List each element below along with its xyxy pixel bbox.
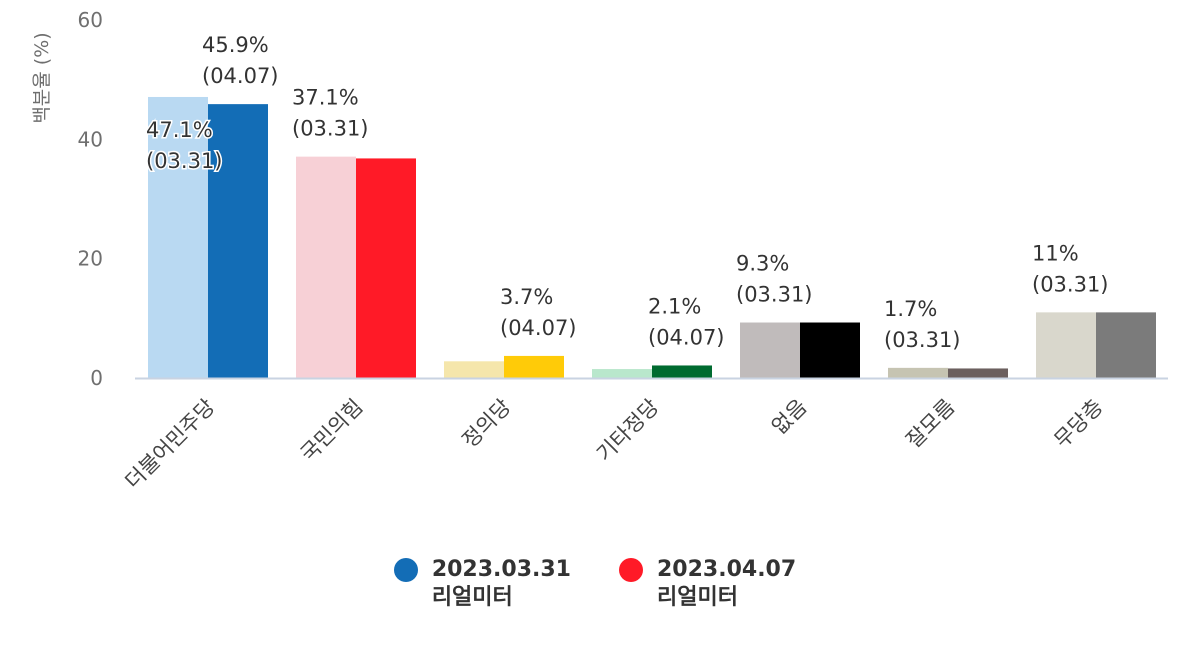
category-label: 국민의힘 <box>296 395 368 467</box>
bar-1-2 <box>296 156 356 378</box>
bar-1-3 <box>444 361 504 378</box>
bar-2-1 <box>208 104 268 378</box>
legend-source-1: 리얼미터 <box>431 585 513 610</box>
legend: 2023.03.31 리얼미터 2023.04.07 리얼미터 <box>0 556 1190 612</box>
data-label: 3.7% (04.07) <box>500 285 577 340</box>
bar-1-6 <box>888 367 948 378</box>
legend-date-1: 2023.03.31 <box>431 557 571 582</box>
category-label: 없음 <box>767 395 811 439</box>
legend-item-2[interactable]: 2023.04.07 리얼미터 <box>619 556 796 612</box>
bar-2-3 <box>504 355 564 378</box>
y-tick-label: 20 <box>78 247 103 271</box>
bar-2-5 <box>800 322 860 378</box>
data-label: 47.1% (03.31) <box>146 118 223 173</box>
bar-2-2 <box>356 158 416 378</box>
data-label: 37.1% (03.31) <box>292 86 369 141</box>
y-tick-label: 60 <box>78 8 103 32</box>
legend-source-2: 리얼미터 <box>657 585 738 610</box>
y-axis-label: 백분율 (%) <box>31 32 53 123</box>
bar-1-1 <box>148 96 208 378</box>
bar-2-4 <box>652 365 712 378</box>
y-tick-label: 0 <box>90 366 103 390</box>
bar-1-7 <box>1036 312 1096 378</box>
bar-2-6 <box>948 368 1008 378</box>
category-label: 잘모름 <box>902 395 960 453</box>
data-label: 45.9% (04.07) <box>202 33 279 88</box>
category-label: 무당층 <box>1050 395 1108 453</box>
legend-date-2: 2023.04.07 <box>657 557 797 582</box>
data-label: 9.3% (03.31) <box>736 252 813 307</box>
y-tick-label: 40 <box>78 127 103 151</box>
category-label: 더불어민주당 <box>121 395 220 494</box>
legend-marker-1 <box>393 558 418 582</box>
category-label: 기타정당 <box>592 395 664 467</box>
bar-1-5 <box>740 322 800 378</box>
data-label: 11% (03.31) <box>1032 241 1109 296</box>
bar-1-4 <box>592 369 652 378</box>
category-label: 정의당 <box>458 395 516 453</box>
legend-item-1[interactable]: 2023.03.31 리얼미터 <box>393 556 571 612</box>
data-label: 1.7% (03.31) <box>884 297 961 352</box>
legend-marker-2 <box>619 558 643 582</box>
bar-2-7 <box>1096 312 1156 378</box>
data-label: 2.1% (04.07) <box>648 294 725 349</box>
